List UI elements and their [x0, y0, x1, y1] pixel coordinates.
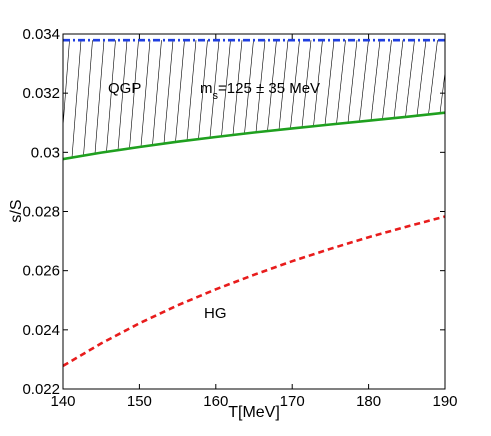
hatch-line-21 — [290, 40, 300, 129]
x-axis-title: T[MeV] — [228, 404, 280, 421]
y-tick-label-4: 0.03 — [31, 144, 60, 161]
hatch-line-2 — [71, 40, 82, 158]
ms-label-value: =125 ± 35 MeV — [218, 80, 320, 97]
ms-label: ms=125 ± 35 MeV — [200, 80, 320, 102]
ms-label-m: m — [200, 80, 213, 97]
hatched-band — [63, 40, 445, 158]
x-tick-label-1: 150 — [127, 393, 152, 410]
hatch-line-22 — [301, 40, 312, 128]
hatch-line-10 — [163, 40, 174, 144]
hatch-line-6 — [117, 40, 128, 151]
hatch-line-11 — [175, 40, 185, 143]
hatch-line-17 — [244, 40, 254, 134]
hatch-line-13 — [198, 40, 208, 140]
hatch-line-1 — [63, 40, 70, 131]
series-line-2-dashed — [63, 215, 445, 368]
hatch-line-7 — [129, 40, 139, 149]
x-tick-label-4: 180 — [356, 393, 381, 410]
hatch-line-19 — [267, 40, 277, 132]
series-line-1-solid — [63, 111, 445, 161]
hatch-line-25 — [336, 40, 346, 124]
y-tick-label-6: 0.034 — [22, 26, 60, 43]
hatch-line-12 — [186, 40, 197, 141]
y-tick-label-0: 0.022 — [22, 381, 60, 398]
x-tick-label-3: 170 — [280, 393, 305, 410]
hatch-line-33 — [428, 40, 438, 115]
hatch-line-18 — [255, 40, 266, 133]
hg-label: HG — [204, 305, 227, 322]
hatch-line-20 — [278, 40, 289, 130]
hatch-line-5 — [106, 40, 116, 152]
x-tick-label-5: 190 — [432, 393, 457, 410]
hatch-line-28 — [370, 40, 381, 121]
hatch-line-31 — [405, 40, 415, 117]
y-tick-label-3: 0.028 — [22, 204, 60, 221]
hatch-line-9 — [152, 40, 162, 146]
y-tick-label-5: 0.032 — [22, 85, 60, 102]
hatch-line-30 — [393, 40, 404, 119]
hatch-line-24 — [324, 40, 335, 126]
x-tick-label-2: 160 — [203, 393, 228, 410]
y-tick-label-1: 0.024 — [22, 322, 60, 339]
hatch-line-16 — [232, 40, 243, 135]
x-tick-label-0: 140 — [50, 393, 75, 410]
hatch-line-4 — [94, 40, 105, 154]
hatch-line-32 — [416, 40, 427, 116]
series-layer — [63, 38, 445, 368]
y-tick-label-2: 0.026 — [22, 263, 60, 280]
hatch-line-8 — [140, 40, 151, 147]
qgp-label: QGP — [108, 80, 141, 97]
hatch-line-23 — [313, 40, 323, 127]
hatch-line-15 — [221, 40, 231, 137]
hatch-line-14 — [209, 40, 220, 138]
ms-label-sub: s — [213, 90, 219, 102]
hatch-line-29 — [382, 40, 392, 120]
hatch-line-3 — [83, 40, 93, 156]
hatch-line-26 — [347, 40, 358, 123]
y-axis-title: s/S — [8, 199, 25, 222]
tick-layer: 140 150 160 170 180 190 0.022 0.024 0.026 0.028 0.… — [22, 26, 457, 410]
hatch-line-27 — [359, 40, 369, 122]
